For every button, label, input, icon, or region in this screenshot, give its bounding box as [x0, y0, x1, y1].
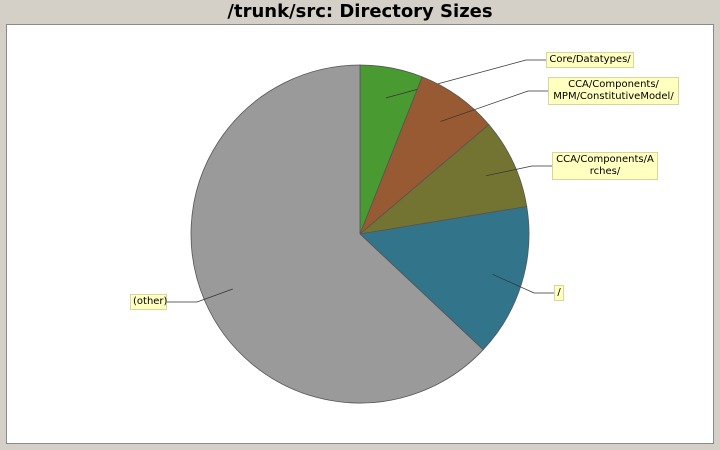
- slice-label-mpm-constitutive: CCA/Components/ MPM/ConstitutiveModel/: [548, 77, 679, 105]
- chart-title: /trunk/src: Directory Sizes: [227, 1, 493, 22]
- slice-label-core-datatypes: Core/Datatypes/: [546, 52, 634, 68]
- pie-slice-arches: [358, 124, 528, 235]
- slice-label-root: /: [554, 285, 564, 301]
- slice-label-arches: CCA/Components/A rches/: [552, 152, 658, 180]
- leader-line-mpm-constitutive: [440, 90, 548, 122]
- pie-slice-root: [359, 206, 530, 351]
- leader-line-root: [492, 273, 554, 294]
- leader-line-other: [167, 288, 233, 303]
- slice-label-other: (other): [130, 294, 167, 310]
- leader-line-arches: [485, 165, 552, 177]
- pie-slice-other: [190, 64, 484, 404]
